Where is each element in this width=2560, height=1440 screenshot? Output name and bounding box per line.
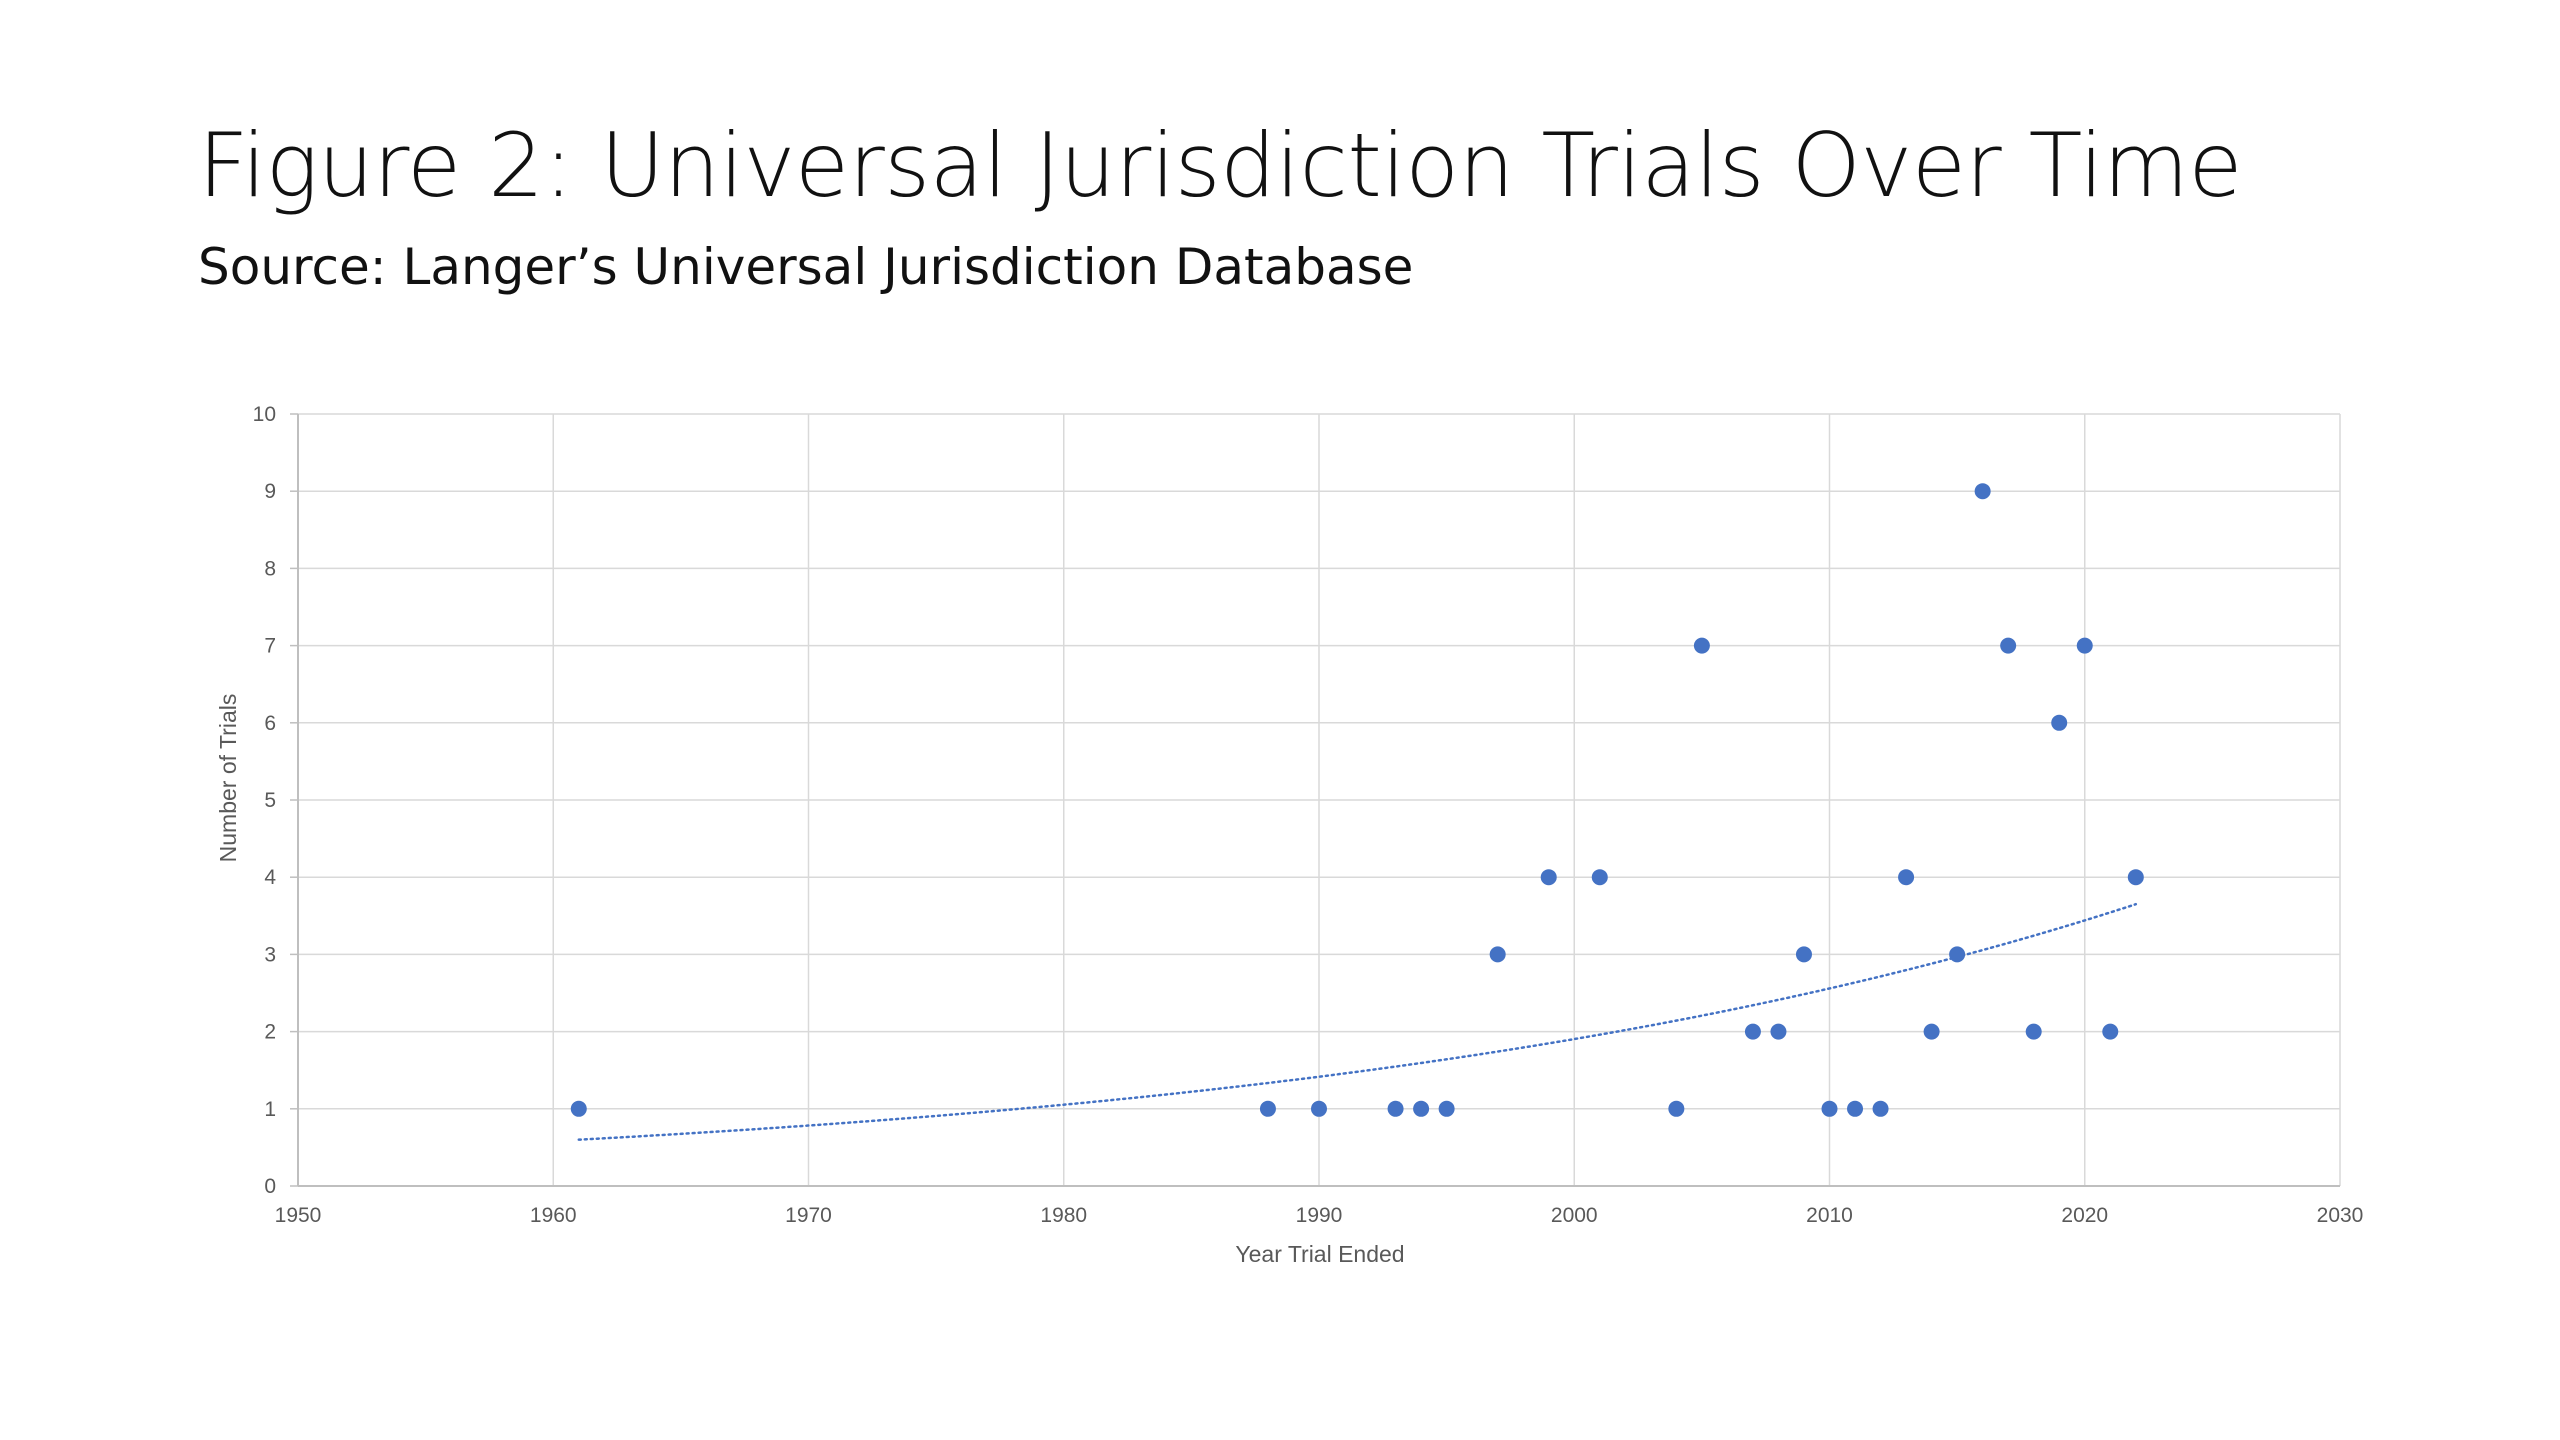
chart-gridlines [298,413,2341,1186]
y-tick-label: 9 [264,480,276,503]
data-point [2127,869,2144,886]
data-point [1693,637,1710,654]
slide-subtitle: Source: Langer’s Universal Jurisdiction … [198,238,1414,296]
data-point [1668,1100,1685,1117]
y-tick-label: 8 [264,557,276,580]
slide-title: Figure 2: Universal Jurisdiction Trials … [198,114,2243,217]
x-tick-label: 2010 [1806,1204,1853,1227]
data-point [1770,1023,1787,1040]
data-point [570,1100,587,1117]
data-point [1847,1100,1864,1117]
y-tick-label: 0 [264,1175,276,1198]
y-tick-label: 10 [253,403,276,426]
data-point [2102,1023,2119,1040]
y-tick-label: 2 [264,1021,276,1044]
data-point [1795,946,1812,963]
data-point [2051,714,2068,731]
data-point [1540,869,1557,886]
x-tick-label: 1970 [785,1204,832,1227]
data-point [1311,1100,1327,1117]
data-point [1923,1023,1940,1040]
data-point [1974,483,1991,500]
y-tick-label: 4 [264,866,276,889]
chart-trendline-group [577,902,2138,1141]
x-tick-label: 1990 [1296,1204,1343,1227]
y-tick-label: 5 [264,789,276,812]
data-point [1949,946,1966,963]
data-point [2000,637,2017,654]
data-point [1591,869,1608,886]
data-point [1438,1100,1455,1117]
x-tick-label: 2000 [1551,1204,1598,1227]
data-point [1489,946,1506,963]
y-tick-label: 7 [264,635,276,658]
y-tick-label: 3 [264,943,276,966]
y-tick-label: 6 [264,712,276,735]
x-tick-label: 1980 [1040,1204,1087,1227]
data-point [1744,1023,1761,1040]
data-point [2025,1023,2042,1040]
data-point [1413,1100,1430,1117]
data-point [1259,1100,1276,1117]
x-tick-label: 1950 [275,1204,322,1227]
data-point [2076,637,2093,654]
data-point [1821,1100,1838,1117]
x-tick-label: 1960 [530,1204,577,1227]
chart-axes [290,413,2340,1187]
chart-points [570,483,2144,1117]
data-point [1872,1100,1889,1117]
y-tick-labels: 0 1 2 3 4 5 6 7 8 9 10 [253,403,277,1198]
x-tick-labels: 1950 1960 1970 1980 1990 2000 2010 2020 2030 [275,1204,2364,1227]
trendline [577,902,2138,1141]
data-point [1387,1100,1404,1117]
data-point [1898,869,1915,886]
x-tick-label: 2030 [2317,1204,2364,1227]
y-axis-title: Number of Trials [215,694,241,863]
x-axis-title: Year Trial Ended [1235,1241,1404,1267]
y-tick-label: 1 [264,1098,276,1121]
x-tick-label: 2020 [2061,1204,2108,1227]
